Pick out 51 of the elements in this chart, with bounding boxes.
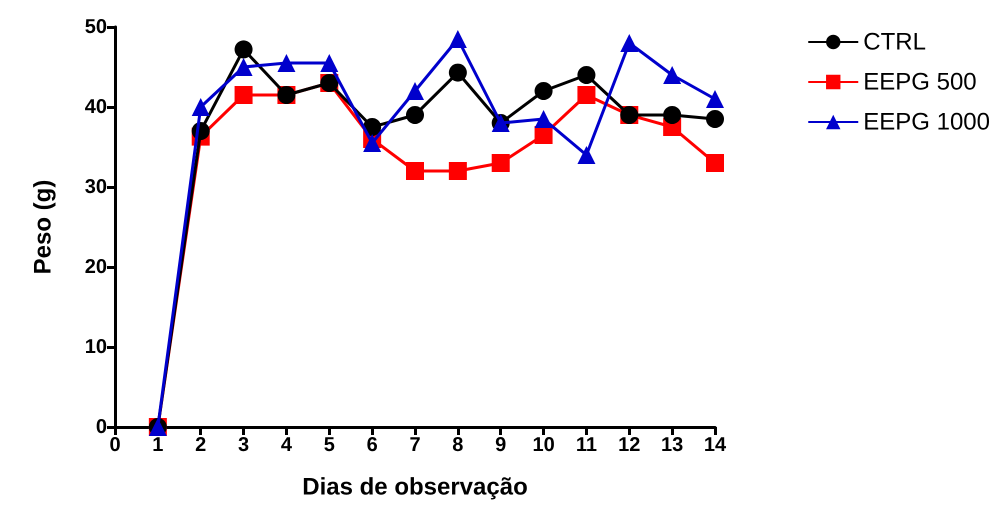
x-tick-label: 4 [280,434,293,456]
legend-label: CTRL [863,28,926,56]
x-tick-label: 8 [452,434,464,456]
point [577,146,596,164]
y-axis-title: Peso (g) [30,180,56,274]
y-tick-label: 20 [84,256,107,278]
y-tick-label: 30 [84,176,107,198]
point [448,30,467,48]
point [277,54,296,72]
point [577,66,596,84]
point [320,54,338,72]
point [706,154,724,172]
point [448,162,467,180]
x-tick-label: 13 [661,434,684,456]
x-tick-label: 14 [704,434,727,456]
x-tick-label: 0 [109,434,121,456]
point [192,98,210,116]
point [448,64,467,82]
legend-label: EEPG 500 [863,68,977,96]
x-tick-label: 2 [195,434,206,456]
point [663,66,682,84]
x-axis-title: Dias de observação [302,474,528,500]
point [234,86,253,104]
point [406,82,424,100]
point [234,40,253,58]
point [663,106,682,124]
x-tick-label: 5 [324,434,335,456]
point [406,106,424,124]
x-tick-label: 9 [495,434,506,456]
x-tick-label: 10 [532,434,555,456]
point [363,134,382,152]
point [492,154,510,172]
point [577,86,596,104]
point [234,58,253,76]
x-tick-label: 6 [366,434,378,456]
point [534,110,553,128]
y-tick-label: 50 [84,16,107,38]
point [620,34,638,52]
point [406,162,424,180]
point [706,90,724,108]
y-tick-label: 40 [84,96,107,118]
y-tick-label: 10 [84,336,107,358]
x-tick-label: 11 [576,434,598,456]
point [706,110,724,128]
x-tick-label: 12 [618,434,640,456]
legend-label: EEPG 1000 [863,108,990,136]
x-tick-label: 7 [409,434,421,456]
x-tick-label: 1 [152,434,164,456]
point [534,82,553,100]
x-tick-label: 3 [238,434,250,456]
y-tick-label: 0 [96,416,107,438]
